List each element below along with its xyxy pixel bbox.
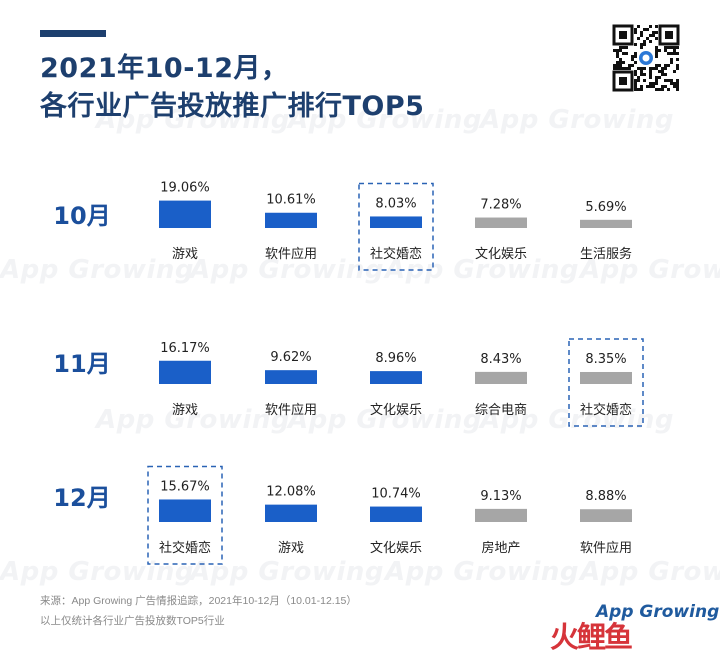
category-label: 综合电商 xyxy=(475,403,527,418)
bar xyxy=(580,219,632,228)
highlight-box xyxy=(568,338,644,427)
chart-subtitle: 各行业广告投放推广排行TOP5 xyxy=(40,91,425,122)
category-label: 文化娱乐 xyxy=(370,541,422,556)
value-label: 8.96% xyxy=(375,351,416,366)
value-label: 10.61% xyxy=(266,193,316,208)
value-label: 8.43% xyxy=(480,352,521,367)
bar xyxy=(370,216,422,228)
highlight-box xyxy=(147,465,223,565)
value-label: 9.13% xyxy=(480,489,521,504)
value-label: 7.28% xyxy=(480,198,521,213)
bar xyxy=(370,371,422,384)
category-label: 社交婚恋 xyxy=(580,402,632,418)
value-label: 12.08% xyxy=(266,485,316,500)
category-label: 软件应用 xyxy=(265,402,317,418)
value-label: 8.88% xyxy=(585,489,626,504)
bar xyxy=(475,217,527,228)
category-label: 房地产 xyxy=(481,540,520,556)
value-label: 10.74% xyxy=(371,487,421,502)
category-label: 软件应用 xyxy=(580,540,632,556)
source-note: 来源：App Growing 广告情报追踪，2021年10-12月（10.01-… xyxy=(40,595,357,607)
title-accent-bar xyxy=(40,30,106,37)
value-label: 5.69% xyxy=(585,200,626,215)
category-label: 文化娱乐 xyxy=(475,247,527,262)
category-label: 软件应用 xyxy=(265,246,317,262)
bar xyxy=(370,506,422,522)
bar xyxy=(580,509,632,522)
bar xyxy=(475,371,527,384)
category-label: 游戏 xyxy=(172,247,198,262)
bar xyxy=(580,371,632,384)
chart-title: 2021年10-12月， xyxy=(40,53,289,84)
month-label: 11月 xyxy=(53,350,110,378)
value-label: 8.03% xyxy=(375,196,416,211)
category-label: 社交婚恋 xyxy=(370,246,422,262)
value-label: 15.67% xyxy=(160,479,210,494)
bar xyxy=(159,499,211,522)
bar xyxy=(159,360,211,384)
bar xyxy=(159,200,211,228)
scope-note: 以上仅统计各行业广告投放数TOP5行业 xyxy=(40,615,225,627)
highlight-box xyxy=(358,182,434,271)
brand-logo-app: App Growing xyxy=(596,602,720,622)
brand-logo: 火鲤鱼 App Growing xyxy=(550,600,719,654)
bar xyxy=(475,508,527,522)
month-label: 10月 xyxy=(53,202,110,230)
category-label: 文化娱乐 xyxy=(370,403,422,418)
month-label: 12月 xyxy=(53,484,110,512)
value-label: 8.35% xyxy=(585,352,626,367)
value-label: 9.62% xyxy=(270,350,311,365)
category-label: 游戏 xyxy=(278,541,304,556)
bar xyxy=(265,504,317,522)
value-label: 19.06% xyxy=(160,181,210,196)
bar xyxy=(265,212,317,228)
category-label: 游戏 xyxy=(172,403,198,418)
category-label: 生活服务 xyxy=(580,246,632,262)
category-label: 社交婚恋 xyxy=(159,540,211,556)
qr-code-icon xyxy=(612,24,680,92)
brand-logo-cn: 火鲤鱼 xyxy=(550,620,633,654)
footer: 来源：App Growing 广告情报追踪，2021年10-12月（10.01-… xyxy=(40,591,357,631)
bar xyxy=(265,370,317,384)
value-label: 16.17% xyxy=(160,341,210,356)
